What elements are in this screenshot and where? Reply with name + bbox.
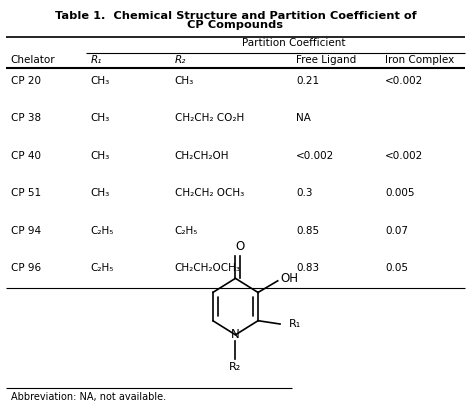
Text: CH₃: CH₃ xyxy=(91,114,109,123)
Text: R₂: R₂ xyxy=(229,362,242,372)
Text: <0.002: <0.002 xyxy=(385,76,423,86)
Text: NA: NA xyxy=(296,114,311,123)
Text: CH₂CH₂ OCH₃: CH₂CH₂ OCH₃ xyxy=(174,188,244,198)
Text: <0.002: <0.002 xyxy=(385,151,423,161)
Text: CH₃: CH₃ xyxy=(174,76,194,86)
Text: OH: OH xyxy=(281,272,299,285)
Text: CH₃: CH₃ xyxy=(91,76,109,86)
Text: 0.005: 0.005 xyxy=(385,188,415,198)
Text: C₂H₅: C₂H₅ xyxy=(91,263,114,273)
Text: Free Ligand: Free Ligand xyxy=(296,55,356,65)
Text: CH₂CH₂OCH₃: CH₂CH₂OCH₃ xyxy=(174,263,241,273)
Text: 0.05: 0.05 xyxy=(385,263,408,273)
Text: Abbreviation: NA, not available.: Abbreviation: NA, not available. xyxy=(11,392,166,402)
Text: 0.85: 0.85 xyxy=(296,226,319,236)
Text: Iron Complex: Iron Complex xyxy=(385,55,455,65)
Text: CP 94: CP 94 xyxy=(11,226,41,236)
Text: Partition Coefficient: Partition Coefficient xyxy=(242,38,346,48)
Text: R₁: R₁ xyxy=(91,55,102,65)
Text: 0.21: 0.21 xyxy=(296,76,319,86)
Text: 0.07: 0.07 xyxy=(385,226,408,236)
Text: CP 40: CP 40 xyxy=(11,151,41,161)
Text: R₁: R₁ xyxy=(289,319,301,329)
Text: 0.83: 0.83 xyxy=(296,263,319,273)
Text: Chelator: Chelator xyxy=(11,55,55,65)
Text: CH₃: CH₃ xyxy=(91,151,109,161)
Text: CH₃: CH₃ xyxy=(91,188,109,198)
Text: <0.002: <0.002 xyxy=(296,151,335,161)
Text: CP 51: CP 51 xyxy=(11,188,41,198)
Text: CP 20: CP 20 xyxy=(11,76,41,86)
Text: R₂: R₂ xyxy=(174,55,186,65)
Text: Table 1.  Chemical Structure and Partition Coefficient of: Table 1. Chemical Structure and Partitio… xyxy=(55,10,416,20)
Text: C₂H₅: C₂H₅ xyxy=(91,226,114,236)
Text: CP Compounds: CP Compounds xyxy=(187,20,283,30)
Text: CP 38: CP 38 xyxy=(11,114,41,123)
Text: 0.3: 0.3 xyxy=(296,188,313,198)
Text: N: N xyxy=(231,328,240,342)
Text: CP 96: CP 96 xyxy=(11,263,41,273)
Text: CH₂CH₂OH: CH₂CH₂OH xyxy=(174,151,229,161)
Text: CH₂CH₂ CO₂H: CH₂CH₂ CO₂H xyxy=(174,114,244,123)
Text: O: O xyxy=(235,240,245,253)
Text: C₂H₅: C₂H₅ xyxy=(174,226,198,236)
